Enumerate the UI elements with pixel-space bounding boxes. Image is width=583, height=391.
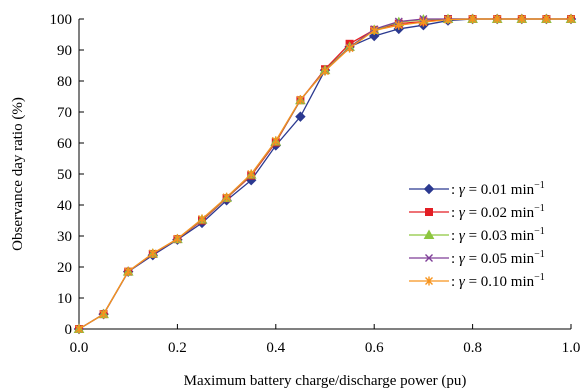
x-tick-label: 0.8 xyxy=(463,340,482,356)
legend-marker xyxy=(425,254,433,262)
y-tick-label: 60 xyxy=(57,136,72,152)
data-point xyxy=(99,309,108,319)
legend-entry: : γ = 0.03 min−1 xyxy=(409,226,545,244)
legend-label: : γ = 0.10 min−1 xyxy=(451,272,545,290)
legend-value: = 0.10 min xyxy=(465,274,535,290)
legend-symbol: γ xyxy=(459,205,466,221)
legend-entry: : γ = 0.01 min−1 xyxy=(409,180,545,198)
data-point xyxy=(75,324,83,334)
series-group xyxy=(73,13,577,335)
data-point xyxy=(296,95,305,105)
legend-label: : γ = 0.03 min−1 xyxy=(451,226,545,244)
legend-label: : γ = 0.01 min−1 xyxy=(451,180,545,198)
x-tick-label: 0.0 xyxy=(70,340,89,356)
x-ticks: 0.0 0.2 0.4 0.6 0.8 1.0 xyxy=(70,324,581,356)
y-tick-label: 90 xyxy=(57,43,72,59)
y-tick-label: 50 xyxy=(57,167,72,183)
data-point xyxy=(419,17,428,27)
legend-symbol: γ xyxy=(459,251,466,267)
data-point xyxy=(148,248,157,258)
data-point xyxy=(493,14,502,24)
x-tick-label: 1.0 xyxy=(562,340,581,356)
legend-symbol: γ xyxy=(459,228,466,244)
legend: : γ = 0.01 min−1: γ = 0.02 min−1: γ = 0.… xyxy=(409,180,545,290)
x-tick-label: 0.6 xyxy=(365,340,384,356)
data-point xyxy=(468,14,477,24)
data-point xyxy=(321,66,329,76)
legend-symbol: γ xyxy=(459,274,466,290)
data-point xyxy=(295,111,306,122)
legend-superscript: −1 xyxy=(534,249,545,260)
legend-prefix: : xyxy=(451,251,459,267)
data-point xyxy=(542,14,551,24)
legend-marker xyxy=(425,208,433,216)
legend-value: = 0.01 min xyxy=(465,182,535,198)
data-point xyxy=(567,14,575,24)
y-tick-label: 80 xyxy=(57,74,72,90)
legend-entry: : γ = 0.02 min−1 xyxy=(409,203,545,221)
y-tick-label: 100 xyxy=(50,12,73,28)
legend-value: = 0.03 min xyxy=(465,228,535,244)
y-tick-label: 40 xyxy=(57,198,72,214)
legend-prefix: : xyxy=(451,205,459,221)
legend-value: = 0.02 min xyxy=(465,205,535,221)
data-point xyxy=(124,266,133,276)
y-tick-label: 0 xyxy=(65,322,73,338)
legend-superscript: −1 xyxy=(534,272,545,283)
data-point xyxy=(198,214,206,224)
legend-marker xyxy=(423,183,435,195)
legend-marker xyxy=(423,229,435,239)
data-point xyxy=(370,25,379,35)
y-tick-label: 10 xyxy=(57,291,72,307)
legend-label: : γ = 0.02 min−1 xyxy=(451,203,545,221)
y-tick-label: 30 xyxy=(57,229,72,245)
series-5 xyxy=(75,14,575,334)
data-point xyxy=(173,234,182,244)
data-point xyxy=(247,169,256,179)
legend-superscript: −1 xyxy=(534,180,545,191)
legend-marker xyxy=(425,276,433,286)
data-point xyxy=(444,15,452,25)
legend-entry: : γ = 0.10 min−1 xyxy=(409,272,545,290)
x-tick-label: 0.2 xyxy=(168,340,187,356)
y-axis-title: Observance day ratio (%) xyxy=(10,97,26,251)
y-tick-label: 70 xyxy=(57,105,72,121)
legend-entry: : γ = 0.05 min−1 xyxy=(409,249,545,267)
data-point xyxy=(271,136,280,146)
data-point xyxy=(222,192,231,202)
legend-value: = 0.05 min xyxy=(465,251,535,267)
legend-superscript: −1 xyxy=(534,203,545,214)
legend-prefix: : xyxy=(451,228,459,244)
legend-symbol: γ xyxy=(459,182,466,198)
legend-superscript: −1 xyxy=(534,226,545,237)
y-tick-label: 20 xyxy=(57,260,72,276)
legend-prefix: : xyxy=(451,274,459,290)
legend-label: : γ = 0.05 min−1 xyxy=(451,249,545,267)
data-point xyxy=(345,43,354,53)
x-axis-title: Maximum battery charge/discharge power (… xyxy=(184,373,467,389)
legend-prefix: : xyxy=(451,182,459,198)
data-point xyxy=(394,20,403,30)
y-ticks: 0 10 20 30 40 50 60 70 80 90 100 xyxy=(50,12,84,338)
data-point xyxy=(517,14,526,24)
x-tick-label: 0.4 xyxy=(266,340,285,356)
